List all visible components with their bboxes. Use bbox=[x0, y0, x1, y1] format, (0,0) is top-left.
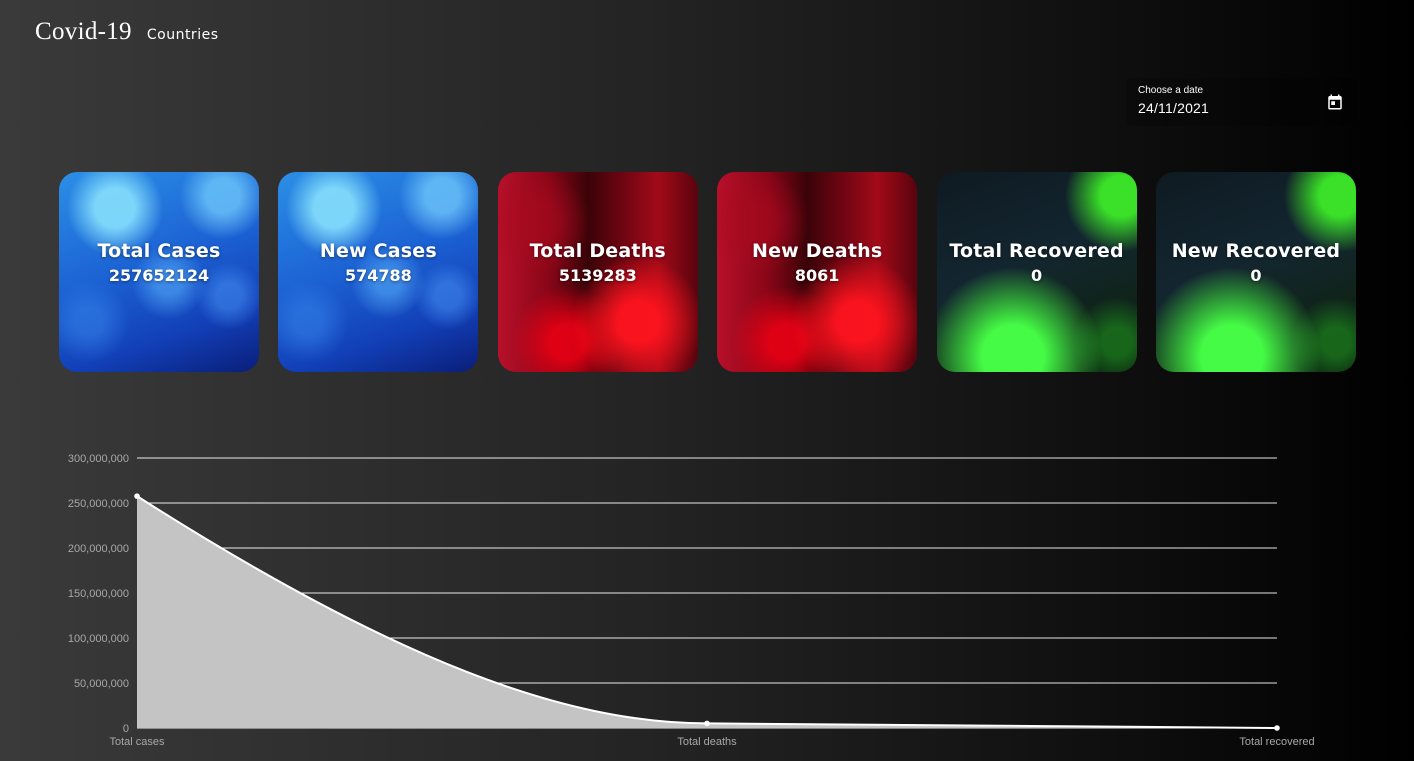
brand-title[interactable]: Covid-19 bbox=[35, 18, 132, 45]
date-input[interactable]: 24/11/2021 bbox=[1138, 100, 1210, 116]
card-value: 0 bbox=[1250, 266, 1262, 285]
card-new-cases[interactable]: New Cases 574788 bbox=[278, 172, 479, 372]
data-point bbox=[134, 493, 140, 499]
card-new-recovered[interactable]: New Recovered 0 bbox=[1155, 172, 1356, 372]
y-tick-label: 250,000,000 bbox=[68, 498, 129, 510]
virus-background bbox=[717, 172, 918, 372]
data-point bbox=[1274, 725, 1280, 731]
chart-svg: 0 50,000,000 100,000,000 150,000,000 200,000… bbox=[68, 453, 1315, 748]
card-title: New Recovered bbox=[1171, 240, 1341, 262]
virus-background bbox=[278, 172, 479, 372]
card-total-deaths[interactable]: Total Deaths 5139283 bbox=[497, 172, 698, 372]
nav-countries-link[interactable]: Countries bbox=[146, 27, 219, 43]
card-value: 5139283 bbox=[558, 266, 637, 285]
card-new-deaths[interactable]: New Deaths 8061 bbox=[717, 172, 918, 372]
card-title: Total Cases bbox=[97, 240, 221, 262]
date-picker-field[interactable]: Choose a date 24/11/2021 bbox=[1126, 78, 1358, 126]
y-tick-label: 300,000,000 bbox=[68, 453, 129, 465]
app-header: Covid-19 Countries bbox=[35, 18, 219, 46]
stat-cards: Total Cases 257652124 New Cases 574788 T… bbox=[59, 172, 1356, 372]
series-area bbox=[137, 496, 1277, 728]
card-value: 0 bbox=[1030, 266, 1043, 285]
y-tick-label: 150,000,000 bbox=[68, 588, 129, 600]
card-value: 8061 bbox=[794, 266, 840, 285]
date-picker-label: Choose a date bbox=[1138, 85, 1204, 96]
virus-background bbox=[936, 172, 1137, 372]
card-title: New Cases bbox=[319, 240, 437, 262]
virus-background bbox=[59, 172, 259, 372]
card-value: 574788 bbox=[344, 266, 412, 285]
y-tick-label: 100,000,000 bbox=[68, 633, 129, 645]
virus-background bbox=[497, 172, 698, 372]
y-tick-label: 50,000,000 bbox=[74, 678, 129, 690]
card-total-recovered[interactable]: Total Recovered 0 bbox=[936, 172, 1137, 372]
x-tick-label: Total cases bbox=[109, 736, 165, 748]
data-point bbox=[704, 720, 710, 727]
calendar-icon[interactable] bbox=[1326, 93, 1344, 111]
x-tick-label: Total recovered bbox=[1239, 736, 1314, 748]
virus-background bbox=[1155, 172, 1356, 372]
x-tick-label: Total deaths bbox=[677, 736, 737, 748]
card-title: New Deaths bbox=[751, 240, 883, 262]
y-tick-label: 0 bbox=[123, 723, 129, 735]
card-total-cases[interactable]: Total Cases 257652124 bbox=[59, 172, 259, 372]
y-tick-label: 200,000,000 bbox=[68, 543, 129, 555]
card-title: Total Deaths bbox=[529, 240, 666, 262]
covid-area-chart: 0 50,000,000 100,000,000 150,000,000 200,000… bbox=[0, 440, 1414, 761]
card-title: Total Recovered bbox=[949, 240, 1124, 262]
card-value: 257652124 bbox=[108, 266, 210, 285]
